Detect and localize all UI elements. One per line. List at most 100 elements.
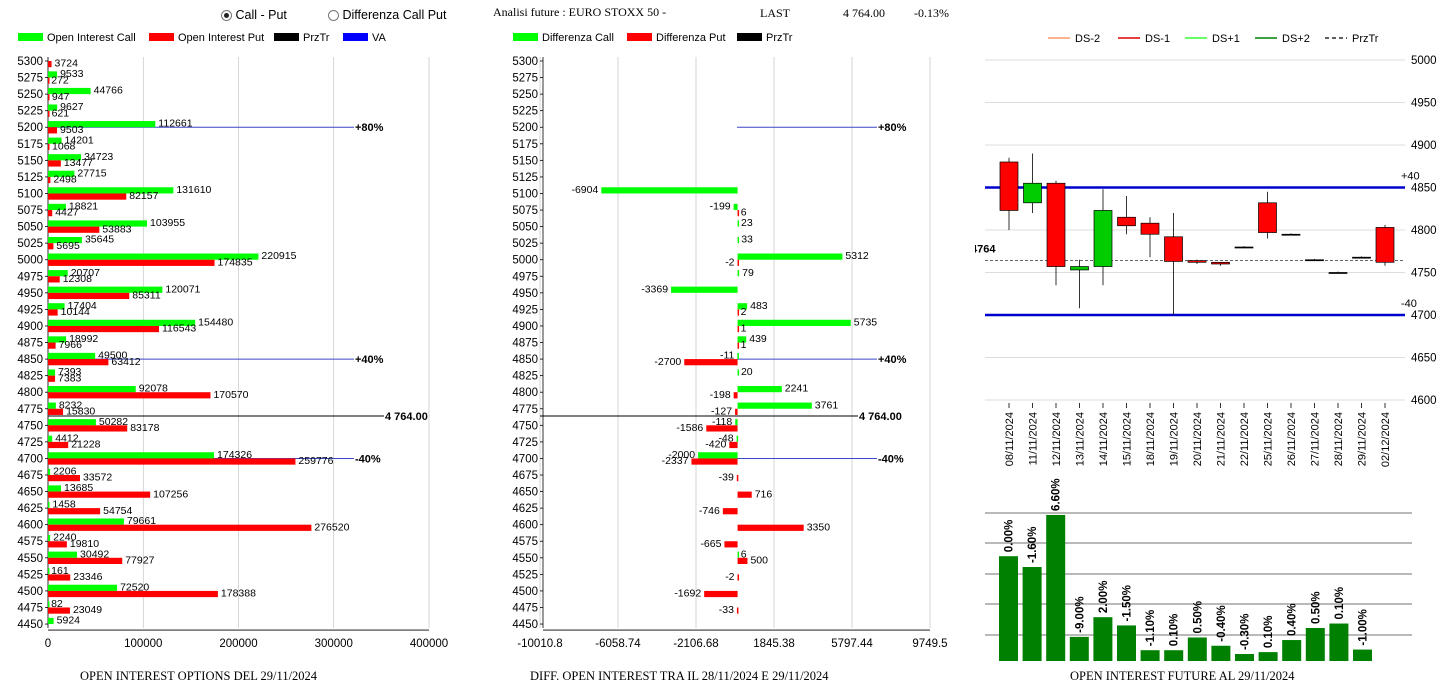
data-label: 112661 (158, 118, 192, 130)
data-label: 107256 (153, 488, 188, 500)
bar (48, 535, 51, 542)
x-tick-label: 02/12/2024 (1380, 412, 1392, 467)
data-label: 5695 (56, 240, 80, 252)
x-tick-label: 1845.38 (753, 638, 795, 650)
va-line-label: +40% (355, 354, 384, 366)
data-label: 174326 (217, 449, 252, 461)
bar (737, 491, 752, 498)
va-line-label: +80% (878, 122, 907, 134)
x-tick-label: 400000 (410, 638, 448, 650)
legend-item: DS+1 (1185, 33, 1240, 45)
legend-item: PrzTr (737, 32, 792, 44)
y-tick-label: 4450 (17, 619, 43, 631)
legend-item: Differenza Put (627, 32, 726, 44)
bar (722, 508, 738, 515)
bar (698, 452, 738, 459)
footer-left: OPEN INTEREST OPTIONS DEL 29/11/2024 (80, 669, 318, 683)
data-label: 500 (750, 555, 768, 567)
data-label: 0.50% (1192, 601, 1204, 634)
data-label: 3350 (807, 521, 831, 533)
y-tick-label: 5250 (17, 89, 43, 101)
legend-label: PrzTr (1352, 33, 1379, 45)
bar (48, 557, 123, 564)
data-label: 23 (741, 217, 753, 229)
data-label: 3724 (55, 58, 79, 70)
x-tick-label: 9749.5 (912, 638, 947, 650)
radio-diff[interactable]: Differenza Call Put (328, 8, 446, 22)
candle-body (1023, 182, 1042, 204)
data-label: -2337 (662, 455, 689, 467)
radio-selected-icon[interactable] (221, 10, 232, 21)
data-label: 63412 (111, 356, 140, 368)
diff-open-interest-chart: -10010.8 -6058.74 -2106.68 1845.38 5797.44 97… (512, 56, 947, 650)
candle-body (1281, 233, 1301, 236)
y-tick-label: 4525 (512, 569, 538, 581)
va-line-label: +80% (355, 122, 384, 134)
data-label: 20 (741, 366, 753, 378)
x-tick-label: 21/11/2024 (1216, 412, 1228, 466)
data-label: 0.00% (1004, 520, 1016, 553)
y-tick-label: 5225 (17, 106, 43, 118)
bar (48, 121, 156, 128)
future-oi-chart: 0.00% -1.60% 6.60% -9.00% 2.00% -1.50% -1.10% 0… (985, 478, 1412, 661)
price-line-label: 4 764.00 (859, 411, 902, 423)
y-tick-label: 4775 (512, 404, 538, 416)
legend-label: DS-2 (1075, 33, 1100, 45)
data-label: -6904 (571, 184, 598, 196)
legend-item: DS-2 (1048, 33, 1100, 45)
data-label: 716 (755, 488, 773, 500)
y-tick-label: 4500 (17, 586, 43, 598)
data-label: 23346 (73, 571, 102, 583)
y-tick-label: 4825 (17, 371, 43, 383)
data-label: 18821 (69, 201, 98, 213)
x-tick-label: 20/11/2024 (1192, 412, 1204, 466)
bar (48, 104, 58, 111)
x-tick-label: 200000 (219, 638, 257, 650)
y-tick-label: 5000 (512, 255, 538, 267)
x-tick-label: 5797.44 (831, 638, 873, 650)
data-label: -420 (705, 439, 726, 451)
data-label: 120071 (165, 283, 200, 295)
bar (737, 270, 740, 277)
y-tick-label: 4850 (17, 354, 43, 366)
bar (48, 352, 96, 360)
bar (48, 170, 75, 177)
legend-right: DS-2 DS-1 DS+1 DS+2 PrzTr (1048, 33, 1379, 45)
bar (737, 336, 747, 343)
y-tick-label: 4600 (1411, 395, 1437, 407)
radio-unselected-icon[interactable] (328, 10, 339, 21)
radio-call-put[interactable]: Call - Put (221, 8, 287, 22)
data-label: 79661 (127, 515, 156, 527)
bar (1211, 645, 1231, 661)
bar (1258, 652, 1278, 661)
bar (48, 541, 67, 548)
x-tick-label: 28/11/2024 (1333, 412, 1345, 466)
data-label: 35645 (85, 234, 114, 246)
bar (48, 386, 136, 393)
bar (48, 292, 130, 300)
bar (48, 253, 259, 260)
data-label: 170570 (213, 389, 248, 401)
data-label: -665 (700, 538, 721, 550)
y-tick-label: 5125 (17, 172, 43, 184)
data-label: 21228 (71, 439, 100, 451)
x-tick-label: 100000 (124, 638, 162, 650)
y-tick-label: 4700 (512, 453, 538, 465)
legend-label: PrzTr (766, 32, 793, 44)
va-line-label: -40% (355, 453, 381, 465)
legend-item: Open Interest Put (149, 32, 264, 44)
data-label: 6 (741, 207, 747, 219)
data-label: 18992 (69, 333, 98, 345)
data-label: 178388 (221, 588, 256, 600)
y-tick-label: 5125 (512, 172, 538, 184)
bar (48, 419, 96, 426)
bar (48, 325, 160, 333)
bar (737, 210, 740, 217)
y-tick-label: 4850 (512, 354, 538, 366)
bar (48, 518, 124, 525)
bar (48, 402, 56, 409)
y-tick-label: 4775 (17, 404, 43, 416)
data-label: 7966 (59, 339, 83, 351)
data-label: -9.00% (1074, 596, 1086, 632)
legend-swatch (18, 33, 43, 41)
